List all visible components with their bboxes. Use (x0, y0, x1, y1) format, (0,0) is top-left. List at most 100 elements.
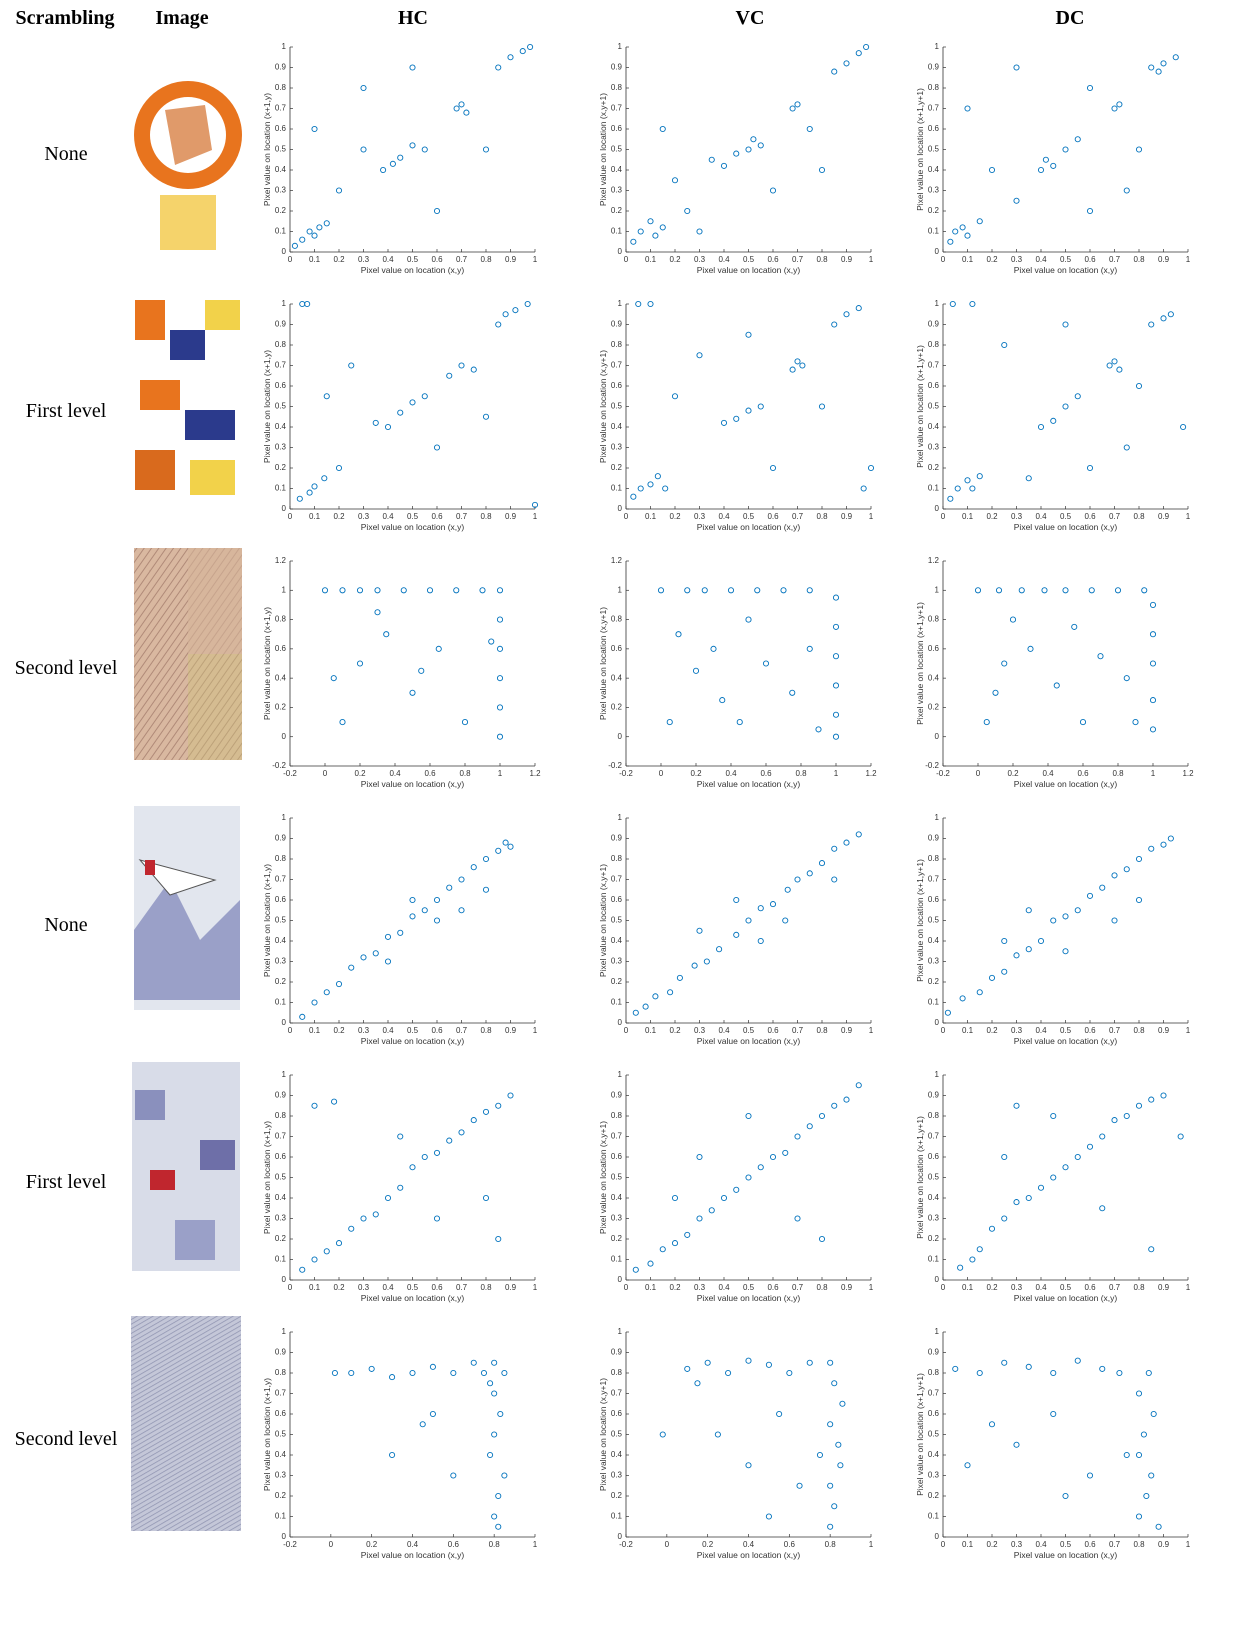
point (746, 617, 751, 622)
point (492, 1360, 497, 1365)
y-tick-label: 0.2 (928, 206, 940, 215)
point (828, 1360, 833, 1365)
x-tick-label: 0.7 (456, 512, 468, 521)
x-tick-label: 0.2 (986, 1026, 998, 1035)
point (422, 1154, 427, 1159)
x-tick-label: 0.2 (986, 255, 998, 264)
point (685, 1232, 690, 1237)
point (322, 476, 327, 481)
point (844, 61, 849, 66)
y-tick-label: 0.4 (928, 673, 940, 682)
point (434, 918, 439, 923)
point (459, 102, 464, 107)
x-tick-label: 1 (533, 1026, 538, 1035)
y-tick-label: 1 (282, 585, 287, 594)
y-tick-label: 0.2 (275, 703, 287, 712)
y-tick-label: 0.2 (928, 977, 940, 986)
point (709, 1208, 714, 1213)
point (398, 930, 403, 935)
point (697, 353, 702, 358)
point (1136, 1514, 1141, 1519)
y-tick-label: 0.1 (275, 227, 287, 236)
x-tick-label: -0.2 (936, 769, 950, 778)
point (496, 848, 501, 853)
x-tick-label: 0.9 (1158, 512, 1170, 521)
x-tick-label: 0.6 (1084, 1026, 1096, 1035)
x-tick-label: 0.4 (743, 1540, 755, 1549)
x-tick-label: 0.7 (792, 255, 804, 264)
x-tick-label: 0 (941, 1283, 946, 1292)
point (502, 1473, 507, 1478)
point (1136, 147, 1141, 152)
y-tick-label: 0.7 (611, 361, 623, 370)
point (996, 588, 1001, 593)
thumb-logo-scrambled (135, 295, 241, 500)
point (856, 832, 861, 837)
point (965, 233, 970, 238)
point (1168, 312, 1173, 317)
x-axis-label: Pixel value on location (x,y) (697, 522, 801, 532)
x-tick-label: 0 (288, 1283, 293, 1292)
point (483, 887, 488, 892)
y-tick-label: 0.4 (275, 422, 287, 431)
point (297, 496, 302, 501)
point (381, 167, 386, 172)
x-tick-label: 0.7 (1109, 255, 1121, 264)
point (481, 1370, 486, 1375)
point (758, 404, 763, 409)
y-axis-label: Pixel value on location (x,y+1) (598, 350, 608, 463)
point (502, 1370, 507, 1375)
y-tick-label: 0.4 (611, 936, 623, 945)
y-tick-label: 0.1 (611, 484, 623, 493)
y-tick-label: 0.2 (275, 1491, 287, 1500)
y-tick-label: 0 (282, 1532, 287, 1541)
point (483, 147, 488, 152)
point (492, 1391, 497, 1396)
point (373, 1212, 378, 1217)
point (483, 856, 488, 861)
point (1014, 1103, 1019, 1108)
y-tick-label: 0.1 (275, 484, 287, 493)
x-tick-label: 0.6 (1077, 769, 1089, 778)
point (1112, 1118, 1117, 1123)
point (734, 897, 739, 902)
y-tick-label: 0.9 (275, 63, 287, 72)
y-axis-label: Pixel value on location (x+1,y) (262, 864, 272, 977)
x-tick-label: 0.7 (1109, 1540, 1121, 1549)
x-tick-label: 0.4 (382, 512, 394, 521)
point (459, 908, 464, 913)
y-tick-label: 0.8 (928, 83, 940, 92)
y-tick-label: 0.5 (928, 1430, 940, 1439)
y-tick-label: 0.6 (928, 1152, 940, 1161)
x-tick-label: 0.7 (792, 1283, 804, 1292)
y-tick-label: 0.7 (928, 1389, 940, 1398)
point (715, 1432, 720, 1437)
point (790, 106, 795, 111)
y-axis-label: Pixel value on location (x+1,y+1) (915, 88, 925, 211)
point (420, 1422, 425, 1427)
y-tick-label: 0 (618, 732, 623, 741)
point (1038, 424, 1043, 429)
y-tick-label: 0.3 (275, 186, 287, 195)
y-tick-label: 0.1 (275, 998, 287, 1007)
y-tick-label: 0.4 (928, 422, 940, 431)
point (1115, 588, 1120, 593)
point (655, 474, 660, 479)
column-header: DC (1056, 7, 1085, 29)
point (734, 932, 739, 937)
point (1051, 1175, 1056, 1180)
y-tick-label: 0.7 (928, 361, 940, 370)
point (832, 877, 837, 882)
point (1063, 949, 1068, 954)
point (375, 610, 380, 615)
y-tick-label: 0.2 (275, 1234, 287, 1243)
point (398, 1134, 403, 1139)
point (948, 239, 953, 244)
x-tick-label: 0.6 (1084, 512, 1096, 521)
y-tick-label: 1 (935, 585, 940, 594)
y-tick-label: 0 (618, 504, 623, 513)
point (1038, 938, 1043, 943)
point (1028, 646, 1033, 651)
x-tick-label: 0.6 (767, 512, 779, 521)
y-tick-label: 0.7 (611, 1389, 623, 1398)
